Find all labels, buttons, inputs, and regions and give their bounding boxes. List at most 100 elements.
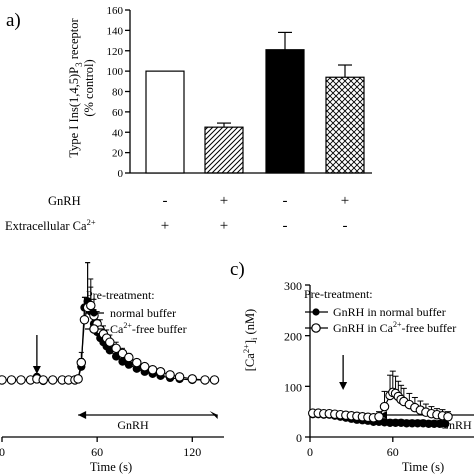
panel-c-ylabel-ca: [Ca	[243, 353, 257, 372]
open-circle-point	[165, 370, 175, 380]
open-circle-point	[443, 411, 453, 422]
panel-a: a) Type I Ins(1,4,5)P3 receptor (% contr…	[5, 5, 372, 234]
panel-a-bars	[145, 31, 365, 174]
open-circle-point	[139, 361, 150, 372]
panel-a-ylabel-sub: 3	[74, 62, 84, 67]
open-circle-point	[187, 374, 198, 384]
open-circle-point	[6, 375, 17, 385]
x-tick-label: 0	[307, 445, 313, 459]
panel-b: 0 60 120 Pre-treatment: normal buffer Ca2+…	[0, 262, 224, 474]
open-circle-point	[132, 357, 142, 368]
open-circle-point	[86, 300, 96, 311]
panel-c-ylabel-sub: i	[249, 337, 259, 340]
panel-c-legend-title: Pre-treatment:	[304, 287, 373, 301]
panel-b-legend-title: Pre-treatment:	[86, 288, 155, 302]
panel-a-condition-signs: - + - + + + - -	[161, 193, 349, 234]
y-tick-label: 100	[107, 66, 124, 78]
open-circle-point	[73, 374, 83, 384]
x-tick-label: 0	[0, 445, 5, 459]
panel-c-plot	[308, 370, 453, 428]
panel-c-ylabel-unit: (nM)	[243, 309, 257, 338]
legend-open-circle-marker	[89, 324, 99, 334]
panel-b-legend-ca-text: Ca	[110, 322, 124, 336]
bar	[265, 49, 305, 174]
row-label-ca-text: Extracellular Ca	[5, 219, 87, 233]
open-circle-point	[105, 337, 115, 347]
ca-sign: -	[283, 218, 288, 234]
y-tick-label: 300	[284, 279, 302, 293]
stimulus-arrow-head	[32, 366, 41, 374]
ca-sign: -	[343, 218, 348, 234]
panel-c-label: c)	[230, 259, 245, 280]
panel-c-treatment-label: GnRH	[440, 418, 472, 432]
panel-c-legend-ca-tail: -free buffer	[402, 321, 457, 335]
y-tick-label: 20	[112, 148, 124, 160]
legend-filled-circle-marker	[312, 308, 320, 316]
panel-b-legend-ca-free-label: Ca2+-free buffer	[110, 321, 187, 336]
bar	[325, 76, 365, 174]
y-tick-label: 160	[107, 5, 124, 17]
x-tick-label: 60	[91, 445, 103, 459]
y-tick-label: 0	[118, 168, 124, 180]
open-circle-point	[16, 375, 26, 385]
panel-c-xlabel: Time (s)	[402, 460, 444, 474]
panel-c-legend-ca-sup: 2+	[393, 320, 402, 329]
panel-b-legend-ca-sup: 2+	[123, 321, 132, 330]
panel-c-ylabel-close: ]	[243, 340, 257, 344]
panel-b-xlabel: Time (s)	[90, 460, 132, 474]
open-circle-point	[124, 352, 134, 363]
panel-b-legend-ca-free: Ca2+-free buffer	[85, 321, 187, 336]
open-circle-point	[374, 411, 384, 422]
panel-c-legend-normal-label: GnRH in normal buffer	[333, 305, 446, 319]
open-circle-point	[155, 367, 166, 377]
x-tick-label: 60	[387, 445, 399, 459]
open-circle-point	[38, 375, 48, 385]
gnrh-period-arrow-right	[209, 411, 218, 419]
open-circle-point	[79, 315, 90, 325]
y-tick-label: 40	[112, 127, 124, 139]
legend-filled-circle-marker	[90, 309, 98, 317]
y-tick-label: 120	[107, 46, 124, 58]
bar	[145, 70, 185, 174]
ca-sign: +	[220, 218, 228, 234]
panel-b-axes: 0 60 120	[0, 335, 224, 459]
panel-a-label: a)	[6, 10, 21, 31]
panel-c-legend-normal: GnRH in normal buffer	[305, 305, 446, 319]
panel-c-ylabel-sup: 2+	[241, 344, 251, 353]
x-tick-label: 120	[183, 445, 201, 459]
panel-a-ylabel-2: (% control)	[82, 59, 96, 116]
y-tick-label: 60	[112, 107, 124, 119]
open-circle-point	[111, 343, 121, 354]
panel-b-legend-ca-tail: -free buffer	[132, 322, 187, 336]
panel-b-plot	[0, 262, 220, 386]
panel-b-legend-normal: normal buffer	[85, 306, 176, 320]
y-tick-label: 0	[296, 431, 302, 445]
open-circle-point	[200, 375, 210, 385]
panel-c-legend-ca-text: GnRH in Ca	[333, 321, 394, 335]
stimulus-arrow-head	[339, 382, 348, 390]
panel-b-treatment-label: GnRH	[117, 418, 149, 432]
open-circle-point	[47, 375, 58, 385]
legend-open-circle-marker	[311, 323, 321, 333]
panel-c-legend-ca-free-label: GnRH in Ca2+-free buffer	[333, 320, 456, 335]
bar	[204, 126, 244, 174]
gnrh-sign: -	[283, 193, 288, 209]
open-circle-point	[174, 372, 185, 382]
open-circle-point	[76, 357, 87, 368]
open-circle-point	[209, 375, 220, 385]
panel-a-ylabel: Type I Ins(1,4,5)P3 receptor	[67, 17, 84, 157]
gnrh-sign: -	[163, 193, 168, 209]
row-label-ca-sup: 2+	[87, 217, 96, 227]
panel-a-ylabel-main: Type I Ins(1,4,5)P	[67, 67, 81, 158]
open-circle-point	[0, 375, 7, 385]
gnrh-sign: +	[220, 193, 228, 209]
y-tick-label: 140	[107, 25, 124, 37]
row-label-extracellular-ca: Extracellular Ca2+	[5, 217, 96, 233]
panel-b-legend-normal-label: normal buffer	[110, 306, 176, 320]
panel-c-ylabel: [Ca2+]i (nM)	[241, 309, 259, 371]
row-label-gnrh: GnRH	[48, 194, 81, 208]
gnrh-sign: +	[341, 193, 349, 209]
open-circle-point	[379, 401, 390, 412]
